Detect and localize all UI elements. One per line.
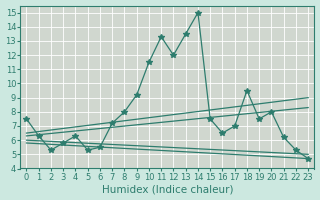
Bar bbox=[216, 6, 228, 168]
Bar bbox=[192, 6, 204, 168]
Bar bbox=[204, 6, 216, 168]
Bar bbox=[253, 6, 265, 168]
Bar bbox=[57, 6, 69, 168]
Bar bbox=[143, 6, 155, 168]
X-axis label: Humidex (Indice chaleur): Humidex (Indice chaleur) bbox=[101, 184, 233, 194]
Bar bbox=[69, 6, 82, 168]
Bar bbox=[180, 6, 192, 168]
Bar bbox=[118, 6, 131, 168]
Bar bbox=[82, 6, 94, 168]
Bar bbox=[94, 6, 106, 168]
Bar bbox=[241, 6, 253, 168]
Bar bbox=[33, 6, 45, 168]
Bar bbox=[228, 6, 241, 168]
Bar bbox=[167, 6, 180, 168]
Bar bbox=[265, 6, 277, 168]
Bar bbox=[277, 6, 290, 168]
Bar bbox=[106, 6, 118, 168]
Bar bbox=[302, 6, 314, 168]
Bar bbox=[131, 6, 143, 168]
Bar bbox=[290, 6, 302, 168]
Bar bbox=[155, 6, 167, 168]
Bar bbox=[45, 6, 57, 168]
Bar bbox=[20, 6, 33, 168]
